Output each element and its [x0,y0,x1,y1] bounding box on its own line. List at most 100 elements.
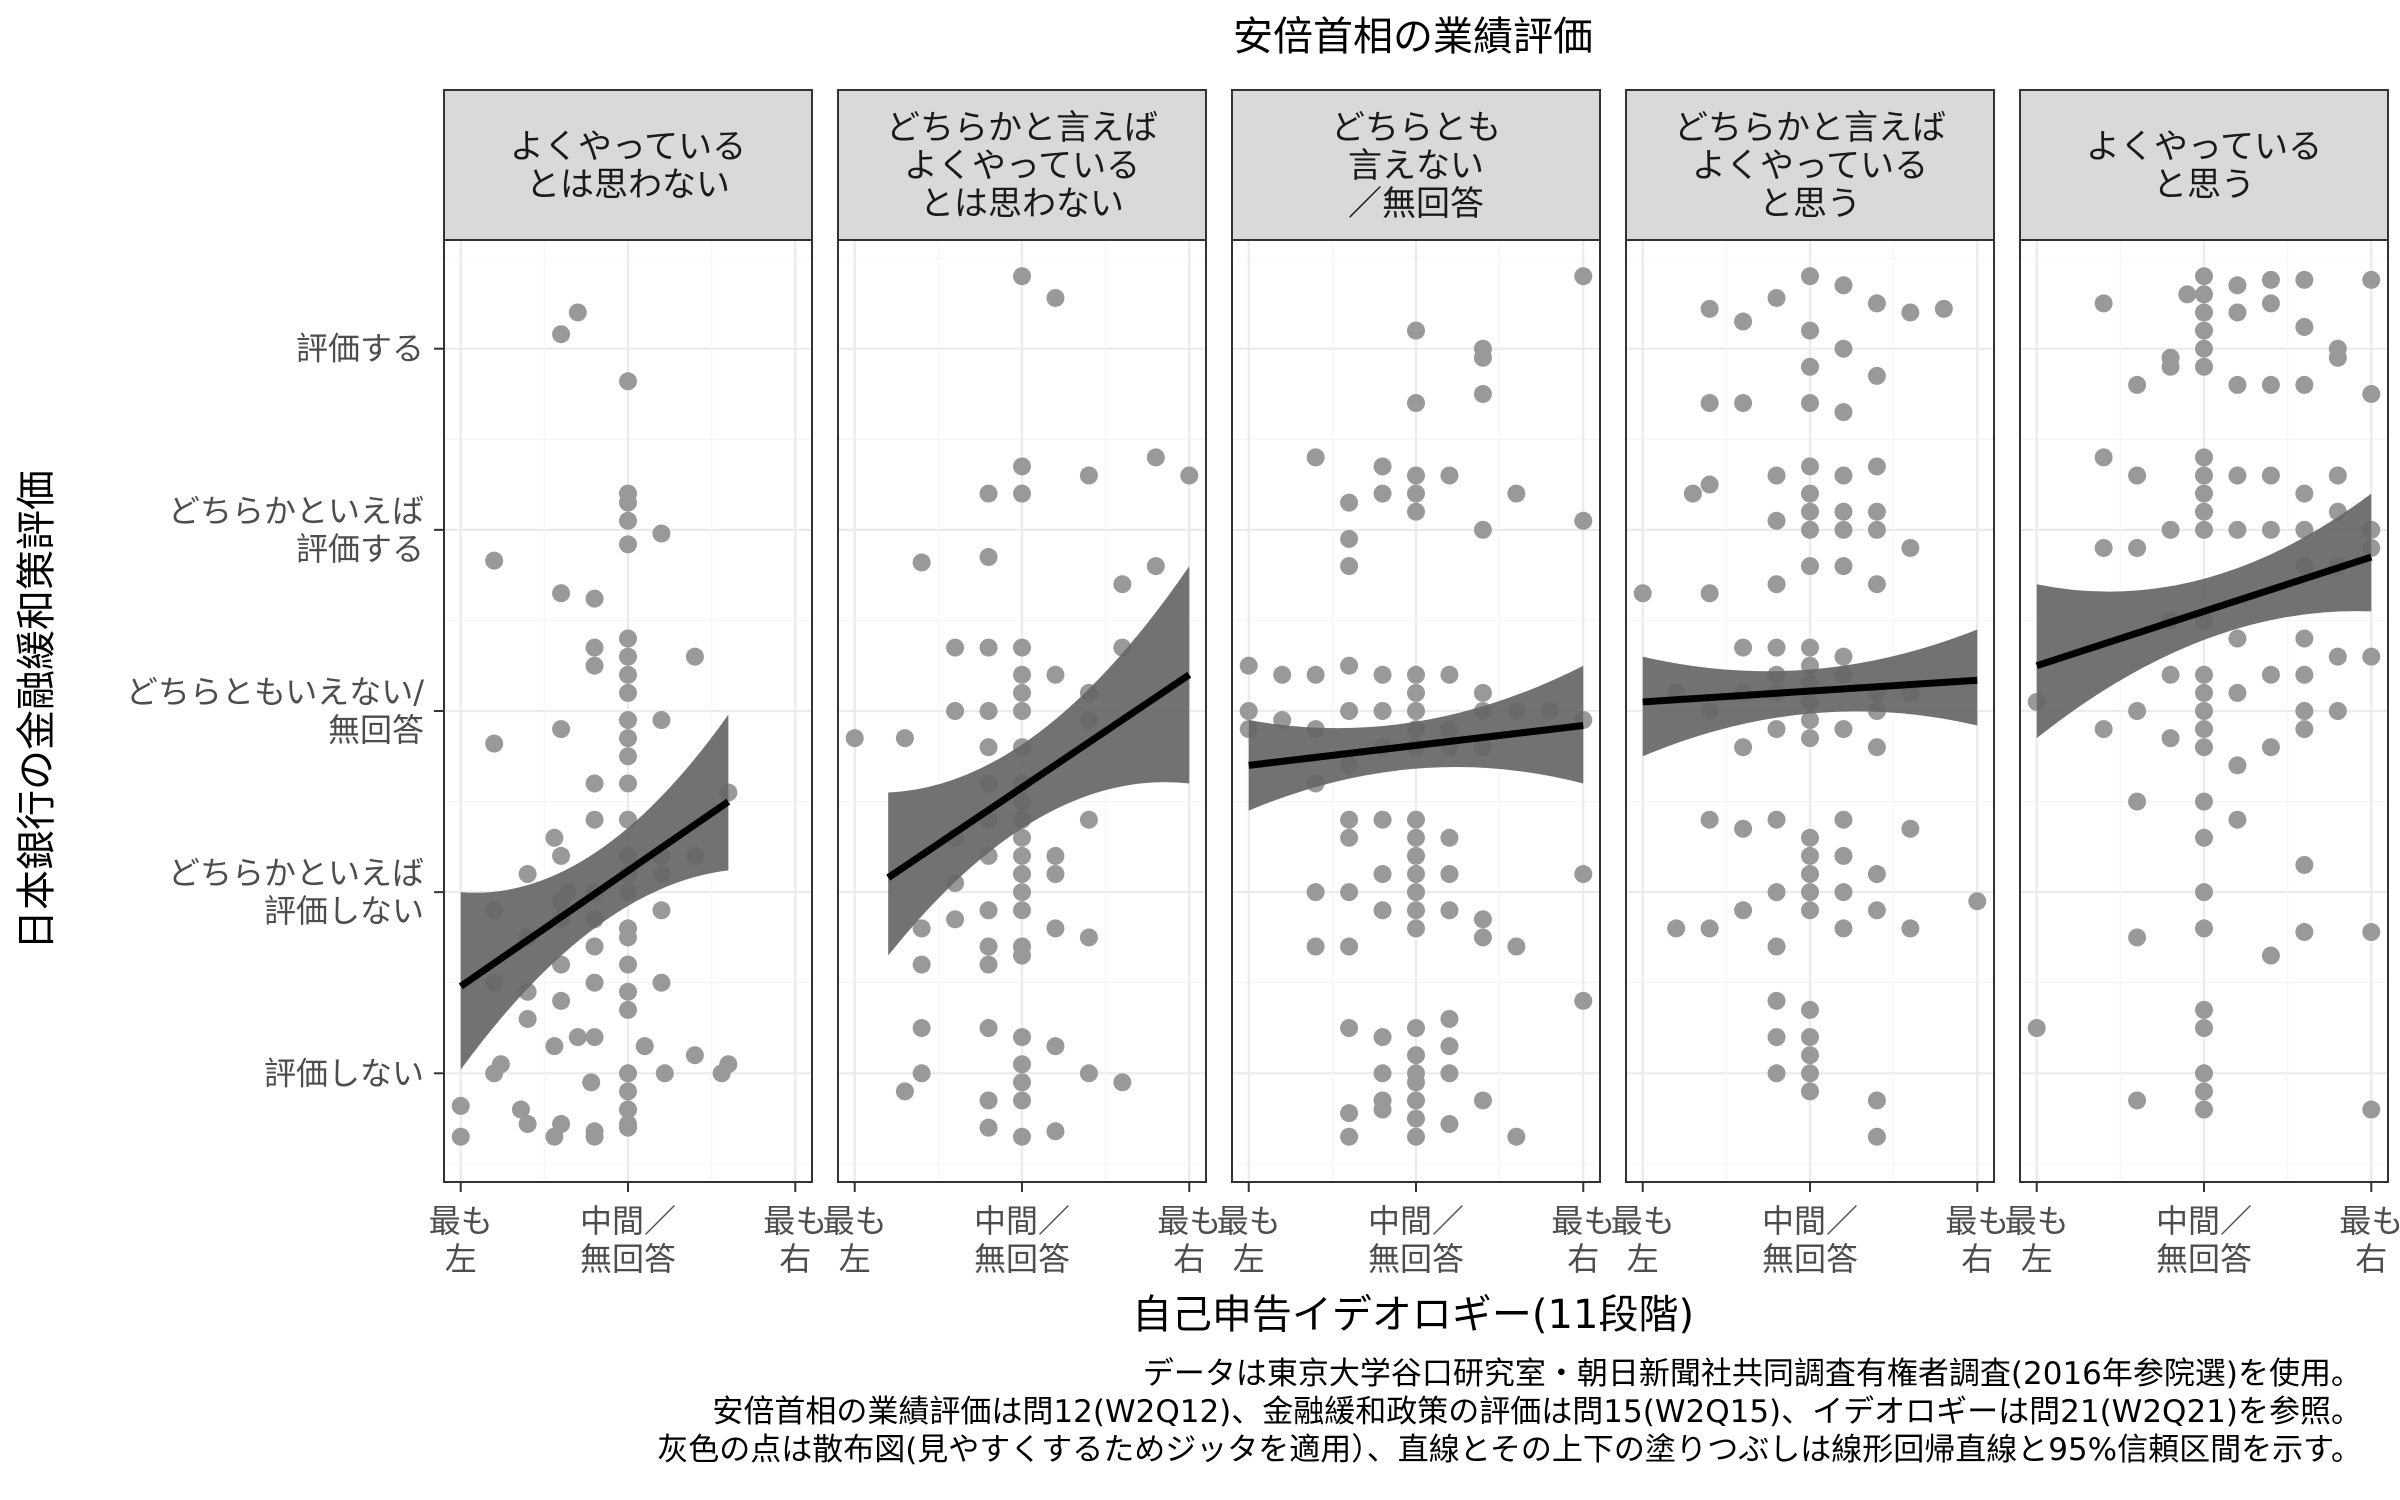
data-point [1473,910,1492,929]
y-tick-label-line: 無回答 [328,711,424,749]
data-point [1767,937,1786,956]
x-tick-label-line: 中間／ [580,1202,676,1240]
caption-line-3: 灰色の点は散布図(見やすくするためジッタを適用）、直線とその上下の塗りつぶしは線… [657,1432,2362,1468]
data-point [2161,665,2180,684]
x-tick-label-line: 無回答 [1762,1240,1858,1278]
data-point [1013,946,1031,965]
data-point [845,729,864,748]
data-point [1146,557,1165,576]
x-tick-label-line: 最も [429,1202,493,1240]
data-point [2295,484,2314,503]
data-point [1046,288,1065,307]
data-point [1867,1127,1886,1146]
data-point [1013,702,1031,720]
data-point [1801,1028,1819,1047]
data-point [1734,819,1753,838]
chart-title: 安倍首相の業績評価 [1233,14,1593,60]
data-point [1373,1064,1392,1083]
data-point [1867,575,1886,594]
data-point [895,1082,914,1101]
data-point [979,638,998,657]
data-point [2228,756,2247,775]
data-point [1867,502,1886,521]
data-point [1968,892,1987,911]
y-axis: 評価しないどちらかといえば評価しないどちらともいえない/無回答どちらかといえば評… [126,330,444,1092]
data-point [1767,720,1786,739]
data-point [2195,1000,2213,1019]
data-point [619,484,637,503]
data-point [552,584,571,603]
data-point [1013,1091,1031,1110]
data-point [1407,665,1425,684]
data-point [1306,883,1325,902]
data-point [979,955,998,974]
data-point [895,729,914,748]
data-point [2295,855,2314,874]
data-point [2228,303,2247,322]
data-point [2295,923,2314,942]
data-point [2195,792,2213,811]
data-point [2195,738,2213,757]
data-point [1734,312,1753,331]
data-point [585,589,604,608]
data-point [552,325,571,344]
data-point [2195,702,2213,720]
data-point [568,1028,587,1047]
data-point [1013,683,1031,702]
data-point [619,1118,637,1137]
data-point [1700,810,1719,829]
data-point [1767,1064,1786,1083]
data-point [619,919,637,938]
data-point [979,484,998,503]
data-point [1407,1046,1425,1065]
data-point [1013,865,1031,884]
x-tick-label-line: 無回答 [580,1240,676,1278]
data-point [2195,303,2213,322]
data-point [2295,270,2314,289]
data-point [2362,1100,2381,1119]
data-point [1440,865,1459,884]
data-point [1700,919,1719,938]
data-point [2128,538,2147,557]
data-point [2094,448,2113,467]
data-point [652,524,671,543]
data-point [2261,665,2280,684]
data-point [2161,357,2180,376]
data-point [1700,394,1719,413]
data-point [2228,466,2247,485]
data-point [2094,294,2113,313]
data-point [979,901,998,920]
caption-block: データは東京大学谷口研究室・朝日新聞社共同調査有権者調査(2016年参院選)を使… [657,1356,2362,1468]
confidence-ribbon [1248,665,1584,811]
data-point [1834,883,1853,902]
strip-label-line: よくやっている [1692,146,1928,186]
data-point [1407,394,1425,413]
x-tick-label-line: 最も [1945,1202,2009,1240]
data-point [1801,711,1819,730]
data-point [1801,1064,1819,1083]
data-point [1146,448,1165,467]
x-tick-label-line: 最も [2005,1202,2069,1240]
confidence-ribbon [2036,493,2372,739]
data-point [946,638,965,657]
data-point [585,937,604,956]
data-point [1473,520,1492,539]
strip-label-line: どちらかと言えば [1674,108,1946,148]
strip-label-line: よくやっている [510,127,746,167]
data-point [1407,683,1425,702]
data-point [1013,1055,1031,1074]
data-point [979,937,998,956]
data-point [1801,520,1819,539]
data-point [2295,317,2314,336]
data-point [619,711,637,730]
data-point [1700,299,1719,318]
data-point [1046,665,1065,684]
data-point [2161,520,2180,539]
data-point [619,1100,637,1119]
data-point [1834,557,1853,576]
x-tick-label-line: 右 [2355,1240,2387,1278]
data-point [1507,937,1526,956]
